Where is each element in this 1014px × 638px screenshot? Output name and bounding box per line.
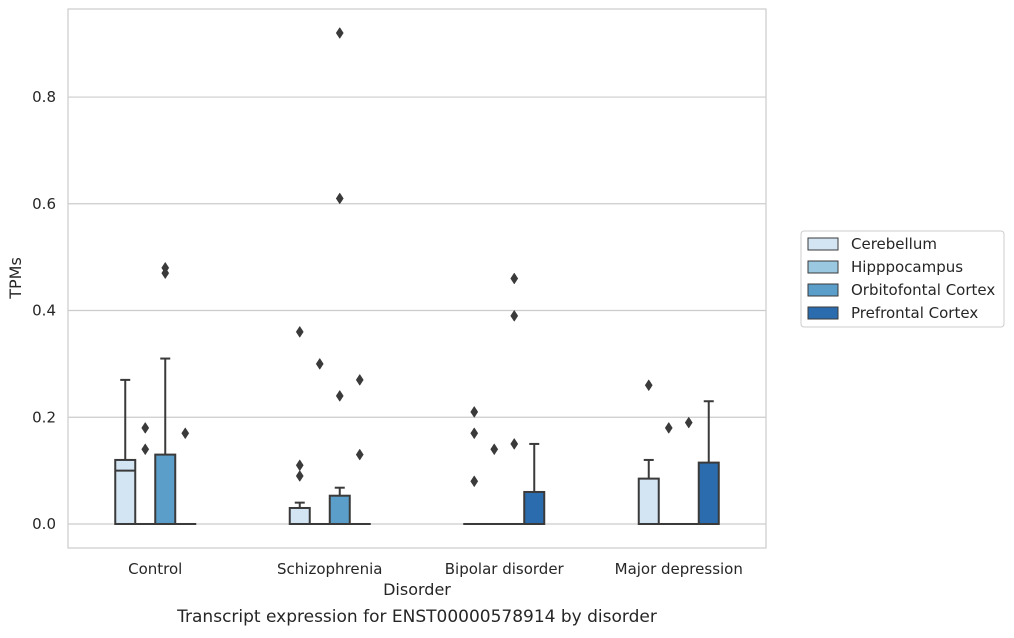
outlier-point (142, 422, 149, 433)
y-tick-label: 0.8 (32, 88, 56, 106)
legend-label: Hipppocampus (851, 258, 963, 276)
box-prefrontal-cortex (524, 444, 544, 524)
legend-swatch (808, 261, 838, 273)
box-body (330, 496, 350, 524)
box-prefrontal-cortex (350, 374, 370, 524)
outlier-point (511, 438, 518, 449)
box-body (524, 492, 544, 524)
outlier-point (356, 374, 363, 385)
outlier-point (296, 460, 303, 471)
box-hipppocampus (310, 358, 330, 524)
outlier-point (296, 326, 303, 337)
legend-swatch (808, 238, 838, 250)
outlier-point (471, 476, 478, 487)
y-tick-label: 0.4 (32, 302, 56, 320)
outlier-point (182, 428, 189, 439)
outlier-point (316, 358, 323, 369)
box-cerebellum (639, 380, 659, 524)
outlier-point (471, 428, 478, 439)
box-orbitofontal-cortex (330, 28, 350, 524)
box-hipppocampus (135, 422, 155, 524)
legend-label: Prefrontal Cortex (851, 304, 978, 322)
box-cerebellum (290, 326, 310, 524)
outlier-point (296, 470, 303, 481)
y-tick-label: 0.2 (32, 408, 56, 426)
box-prefrontal-cortex (699, 401, 719, 524)
outlier-point (336, 28, 343, 39)
outlier-point (511, 273, 518, 284)
box-cerebellum (115, 380, 135, 524)
x-tick-label: Major depression (615, 560, 743, 578)
legend-swatch (808, 307, 838, 319)
y-tick-label: 0.0 (32, 515, 56, 533)
box-prefrontal-cortex (175, 428, 195, 524)
legend-swatch (808, 284, 838, 296)
outlier-point (491, 444, 498, 455)
box-plot-area (115, 28, 719, 524)
x-tick-label: Control (128, 560, 182, 578)
outlier-point (356, 449, 363, 460)
box-body (155, 455, 175, 524)
box-orbitofontal-cortex (679, 417, 699, 524)
legend: Cerebellum Hipppocampus Orbitofontal Corte… (801, 231, 1004, 327)
y-axis-label: TPMs (6, 257, 25, 300)
box-orbitofontal-cortex (155, 262, 175, 524)
outlier-point (142, 444, 149, 455)
y-tick-label: 0.6 (32, 195, 56, 213)
box-body (115, 460, 135, 524)
outlier-point (685, 417, 692, 428)
legend-label: Cerebellum (851, 235, 937, 253)
axis-ticks: 0.0 0.2 0.4 0.6 0.8 Control Schizophrenia Bipol… (32, 88, 743, 578)
x-tick-label: Schizophrenia (277, 560, 382, 578)
box-hipppocampus (484, 444, 504, 524)
outlier-point (336, 193, 343, 204)
outlier-point (336, 390, 343, 401)
box-body (639, 479, 659, 524)
box-body (699, 463, 719, 524)
box-hipppocampus (659, 422, 679, 524)
outlier-point (645, 380, 652, 391)
outlier-point (665, 422, 672, 433)
box-cerebellum (464, 406, 484, 524)
outlier-point (471, 406, 478, 417)
legend-label: Orbitofontal Cortex (851, 281, 995, 299)
outlier-point (511, 310, 518, 321)
x-tick-label: Bipolar disorder (445, 560, 565, 578)
box-body (290, 508, 310, 524)
figure-caption: Transcript expression for ENST0000057891… (176, 607, 657, 627)
x-axis-label: Disorder (383, 580, 451, 599)
